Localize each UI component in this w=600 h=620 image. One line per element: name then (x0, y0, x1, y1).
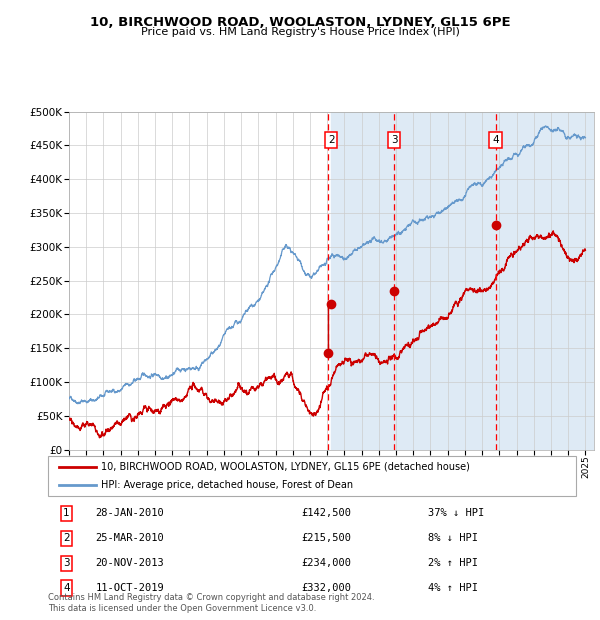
Text: 11-OCT-2019: 11-OCT-2019 (95, 583, 164, 593)
Text: £234,000: £234,000 (301, 558, 352, 568)
Text: 2: 2 (328, 135, 334, 145)
Text: 3: 3 (63, 558, 70, 568)
Text: 1: 1 (63, 508, 70, 518)
Text: HPI: Average price, detached house, Forest of Dean: HPI: Average price, detached house, Fore… (101, 480, 353, 490)
Text: £215,500: £215,500 (301, 533, 352, 543)
Text: Price paid vs. HM Land Registry's House Price Index (HPI): Price paid vs. HM Land Registry's House … (140, 27, 460, 37)
Text: 20-NOV-2013: 20-NOV-2013 (95, 558, 164, 568)
Text: Contains HM Land Registry data © Crown copyright and database right 2024.
This d: Contains HM Land Registry data © Crown c… (48, 593, 374, 613)
Text: 4% ↑ HPI: 4% ↑ HPI (428, 583, 478, 593)
Text: 8% ↓ HPI: 8% ↓ HPI (428, 533, 478, 543)
Text: 2% ↑ HPI: 2% ↑ HPI (428, 558, 478, 568)
Bar (331, 112, 594, 450)
Text: 4: 4 (492, 135, 499, 145)
Text: 3: 3 (391, 135, 397, 145)
Text: £332,000: £332,000 (301, 583, 352, 593)
Text: 10, BIRCHWOOD ROAD, WOOLASTON, LYDNEY, GL15 6PE: 10, BIRCHWOOD ROAD, WOOLASTON, LYDNEY, G… (89, 16, 511, 29)
Text: 37% ↓ HPI: 37% ↓ HPI (428, 508, 484, 518)
Text: 10, BIRCHWOOD ROAD, WOOLASTON, LYDNEY, GL15 6PE (detached house): 10, BIRCHWOOD ROAD, WOOLASTON, LYDNEY, G… (101, 461, 470, 472)
Text: 2: 2 (63, 533, 70, 543)
Text: £142,500: £142,500 (301, 508, 352, 518)
Text: 4: 4 (63, 583, 70, 593)
Text: 25-MAR-2010: 25-MAR-2010 (95, 533, 164, 543)
Text: 28-JAN-2010: 28-JAN-2010 (95, 508, 164, 518)
